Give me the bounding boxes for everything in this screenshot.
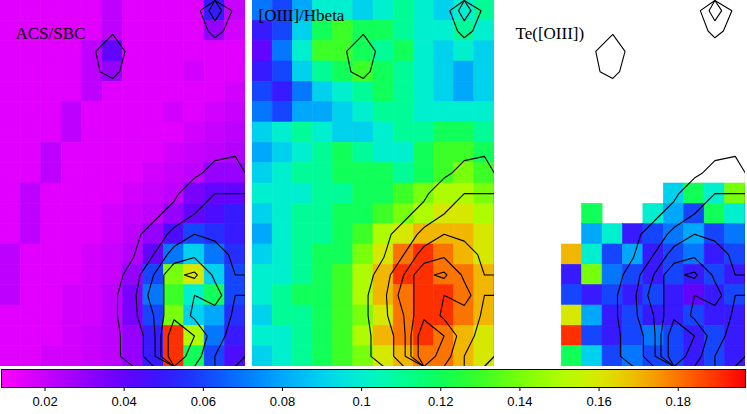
svg-text:0.12: 0.12 xyxy=(428,394,453,409)
svg-text:0.06: 0.06 xyxy=(191,394,216,409)
svg-text:0.16: 0.16 xyxy=(586,394,611,409)
svg-text:0.18: 0.18 xyxy=(666,394,691,409)
svg-text:0.14: 0.14 xyxy=(507,394,532,409)
svg-text:Te([OIII]): Te([OIII]) xyxy=(516,24,585,43)
svg-text:0.08: 0.08 xyxy=(270,394,295,409)
svg-text:[OIII]/Hbeta: [OIII]/Hbeta xyxy=(259,6,345,25)
svg-text:0.04: 0.04 xyxy=(112,394,137,409)
svg-text:0.02: 0.02 xyxy=(32,394,57,409)
svg-text:ACS/SBC: ACS/SBC xyxy=(16,24,86,43)
svg-text:0.1: 0.1 xyxy=(353,394,371,409)
